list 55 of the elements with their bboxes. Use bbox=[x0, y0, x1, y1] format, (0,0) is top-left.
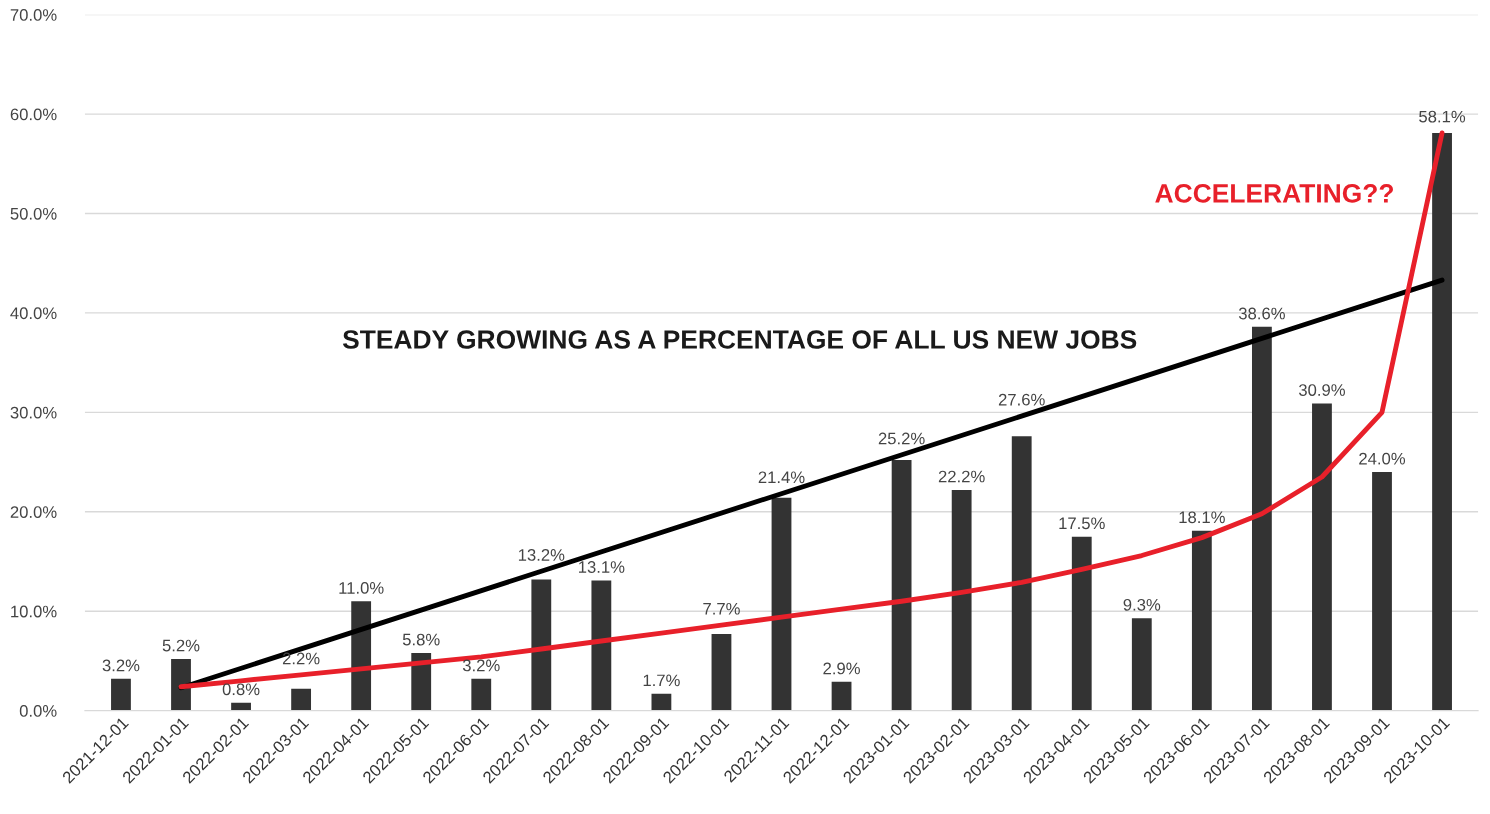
data-label: 3.2% bbox=[102, 659, 140, 672]
bar bbox=[1011, 436, 1032, 711]
bar bbox=[111, 678, 131, 711]
y-tick-label: 60.0% bbox=[10, 108, 57, 121]
data-label: 25.2% bbox=[878, 432, 925, 445]
data-label: 21.4% bbox=[758, 471, 805, 484]
data-label: 38.6% bbox=[1238, 307, 1285, 320]
bar bbox=[351, 601, 372, 711]
bar bbox=[471, 678, 492, 711]
bar bbox=[771, 497, 792, 711]
data-label: 13.2% bbox=[518, 549, 565, 561]
y-tick-label: 70.0% bbox=[10, 9, 57, 21]
bar bbox=[651, 693, 672, 711]
annotation: ACCELERATING?? bbox=[1155, 184, 1393, 203]
bar bbox=[1372, 472, 1392, 711]
data-label: 0.8% bbox=[222, 683, 260, 696]
bar bbox=[711, 634, 732, 711]
bar bbox=[891, 460, 912, 711]
y-tick-label: 10.0% bbox=[11, 605, 57, 618]
bar bbox=[1131, 618, 1152, 711]
bar bbox=[531, 579, 552, 711]
data-label: 13.1% bbox=[579, 561, 625, 573]
bar bbox=[171, 658, 191, 711]
bar bbox=[951, 489, 972, 711]
bar bbox=[1071, 536, 1092, 711]
data-label: 24.0% bbox=[1359, 452, 1406, 465]
data-label: 3.2% bbox=[462, 659, 500, 672]
y-tick-label: 20.0% bbox=[10, 506, 57, 518]
data-label: 9.3% bbox=[1123, 598, 1161, 611]
bar bbox=[1312, 403, 1332, 711]
data-label: 22.2% bbox=[938, 470, 985, 483]
y-tick-label: 0.0% bbox=[19, 705, 57, 717]
data-label: 17.5% bbox=[1059, 517, 1105, 530]
bar bbox=[1251, 326, 1272, 711]
data-label: 11.0% bbox=[339, 581, 384, 594]
data-label: 7.7% bbox=[703, 602, 740, 615]
data-label: 2.9% bbox=[823, 662, 860, 675]
y-tick-label: 30.0% bbox=[10, 406, 57, 419]
bar bbox=[411, 652, 432, 711]
data-label: 2.2% bbox=[282, 652, 320, 665]
data-label: 1.7% bbox=[643, 674, 680, 687]
bar bbox=[1432, 132, 1452, 711]
y-tick-label: 40.0% bbox=[10, 307, 57, 320]
annotation: STEADY GROWING AS A PERCENTAGE OF ALL US NEW JOBS bbox=[342, 330, 1137, 349]
data-label: 30.9% bbox=[1298, 384, 1345, 396]
data-label: 5.2% bbox=[162, 639, 200, 652]
y-tick-label: 50.0% bbox=[10, 207, 57, 220]
bar bbox=[591, 580, 612, 711]
data-label: 18.1% bbox=[1179, 511, 1225, 524]
bar bbox=[1191, 530, 1212, 711]
bar bbox=[831, 681, 852, 711]
bar bbox=[291, 688, 312, 711]
data-label: 58.1% bbox=[1419, 110, 1466, 123]
data-label: 27.6% bbox=[998, 393, 1045, 406]
data-label: 5.8% bbox=[402, 633, 440, 646]
